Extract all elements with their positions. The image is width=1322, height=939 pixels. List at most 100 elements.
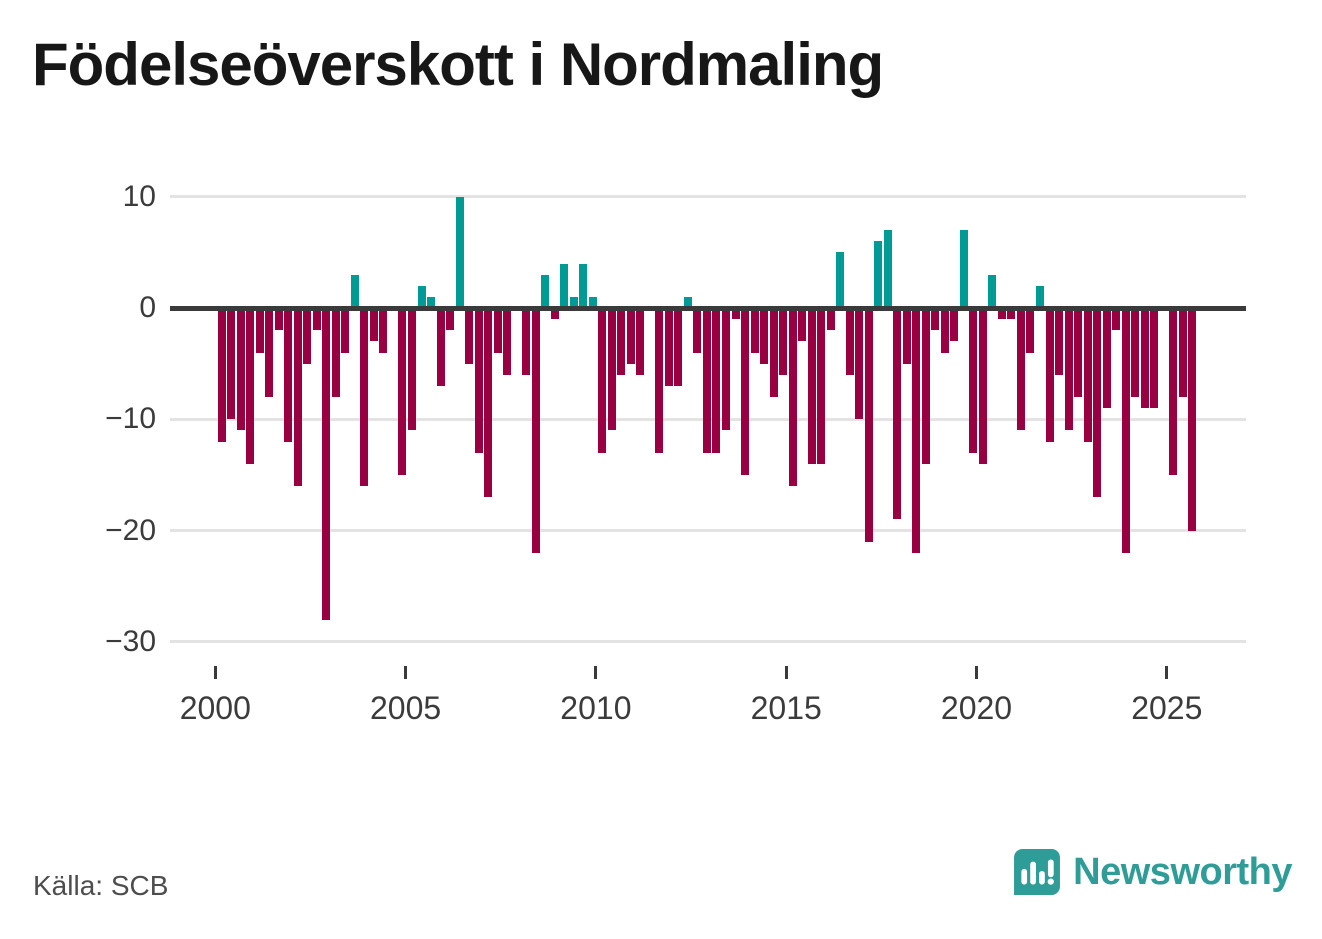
bar (265, 308, 274, 397)
bar (341, 308, 350, 353)
bar (769, 308, 778, 397)
x-axis-tick-mark (975, 666, 978, 679)
bar (607, 308, 616, 431)
bar (598, 308, 607, 453)
bar (845, 308, 854, 375)
bar (1074, 308, 1083, 397)
bar (940, 308, 949, 353)
bar (1093, 308, 1102, 498)
bar (626, 308, 635, 364)
bar (712, 308, 721, 453)
bar (883, 230, 892, 308)
bar (398, 308, 407, 475)
bar (760, 308, 769, 364)
bar (921, 308, 930, 464)
bar (702, 308, 711, 453)
bar (588, 296, 597, 308)
bar (902, 308, 911, 364)
bar (693, 308, 702, 353)
bar (1007, 308, 1016, 320)
bar (246, 308, 255, 464)
x-axis-tick-label: 2025 (1131, 690, 1203, 726)
bar (674, 308, 683, 386)
bar (997, 308, 1006, 320)
bar (408, 308, 416, 431)
bar (864, 308, 873, 542)
bar (369, 308, 378, 342)
bar (427, 296, 436, 308)
bar (255, 308, 264, 353)
bar (1150, 308, 1159, 409)
bar (560, 263, 569, 308)
bar (1055, 308, 1064, 375)
newsworthy-speech-bubble-bar-chart-icon (1014, 848, 1061, 895)
bar (322, 308, 331, 620)
bar (446, 308, 455, 331)
bar (988, 274, 997, 308)
bar (484, 308, 493, 498)
bar (893, 308, 902, 520)
bar (931, 308, 940, 331)
bar (788, 308, 797, 486)
bar (779, 308, 788, 375)
bar (1064, 308, 1073, 431)
bar (817, 308, 826, 464)
bar (550, 308, 559, 320)
bar (969, 308, 978, 453)
bar (1083, 308, 1092, 442)
bar (664, 308, 673, 386)
bar (1140, 308, 1149, 409)
x-axis-tick-mark (1165, 666, 1169, 679)
zero-line (170, 305, 1246, 311)
y-axis-tick-label: 0 (139, 291, 156, 324)
bar (217, 308, 226, 442)
bar (1131, 308, 1140, 397)
bar (455, 196, 464, 308)
bar (331, 308, 340, 397)
bar (1016, 308, 1025, 431)
bar (636, 308, 645, 375)
bar (227, 308, 236, 420)
bar (1178, 308, 1187, 397)
gridline (170, 640, 1246, 644)
bar (683, 296, 692, 308)
bar (950, 308, 959, 342)
bar (1188, 308, 1197, 531)
bar (465, 308, 474, 364)
bar (874, 241, 883, 308)
x-axis-tick-label: 2010 (560, 690, 632, 726)
x-axis-tick-label: 2000 (179, 690, 251, 726)
source-caption: Källa: SCB (33, 870, 169, 901)
y-axis-tick-label: −10 (105, 402, 156, 436)
gridline (170, 529, 1246, 532)
bar (721, 308, 730, 431)
bar (503, 308, 512, 375)
bar (617, 308, 626, 375)
gridline (170, 195, 1246, 199)
bar (750, 308, 759, 353)
y-axis-tick-label: −30 (105, 624, 156, 658)
x-axis-tick-label: 2005 (370, 690, 442, 726)
bar (350, 274, 359, 308)
bar (655, 308, 664, 453)
bar (360, 308, 369, 486)
bar (1102, 308, 1111, 409)
x-axis-tick-mark (594, 666, 598, 679)
bar (1169, 308, 1178, 475)
y-axis-tick-label: 10 (122, 179, 156, 213)
bar (959, 230, 968, 308)
bar (493, 308, 502, 353)
bar (978, 308, 987, 464)
bar (522, 308, 531, 375)
y-axis-tick-label: −20 (105, 513, 156, 547)
bar (379, 308, 388, 353)
bar (417, 285, 426, 308)
bar (1121, 308, 1130, 553)
x-axis-tick-label: 2015 (750, 690, 822, 726)
x-axis-tick-mark (404, 666, 408, 679)
bar (836, 252, 845, 308)
bar (798, 308, 807, 342)
bar (731, 308, 740, 320)
